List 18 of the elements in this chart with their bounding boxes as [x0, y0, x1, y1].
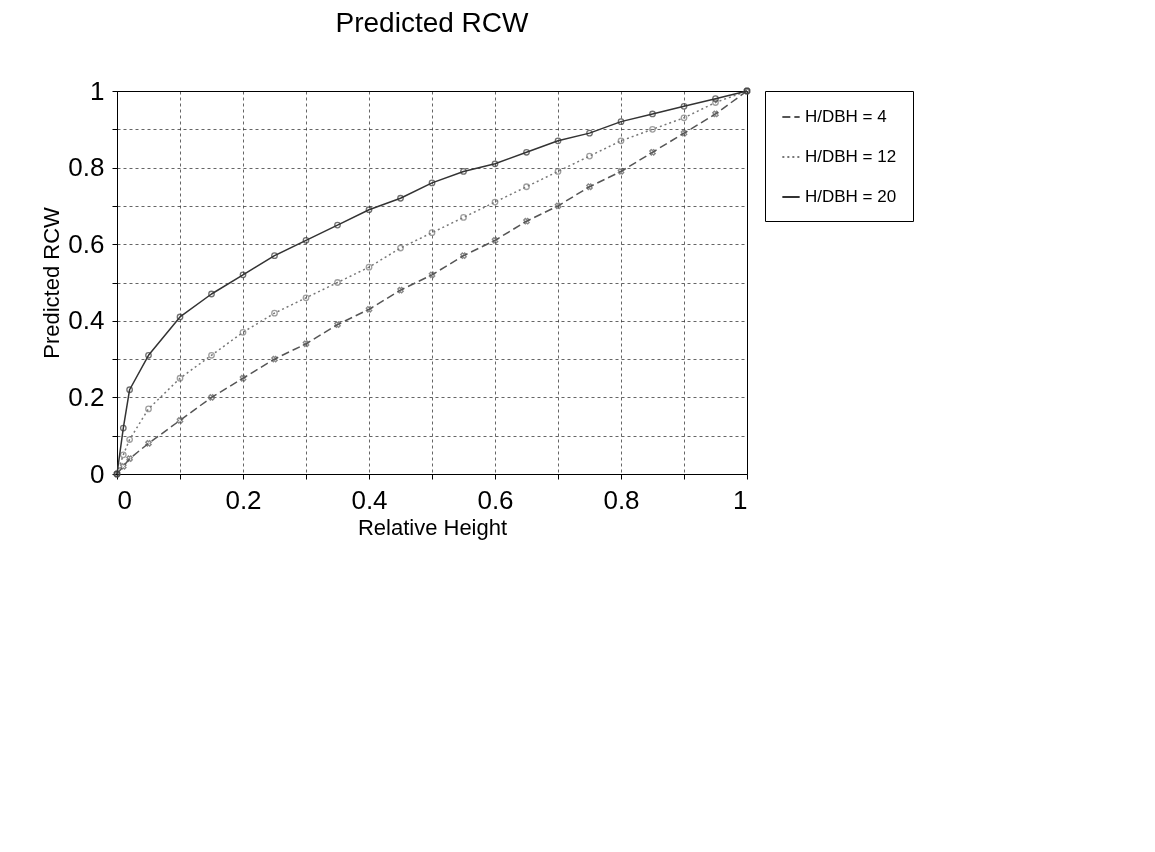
- y-tick-label: 0.6: [68, 228, 105, 259]
- legend-label: H/DBH = 4: [805, 107, 887, 126]
- x-tick-label: 0.4: [351, 484, 388, 515]
- x-tick-label: 1: [733, 484, 748, 515]
- y-tick-label: 1: [90, 75, 105, 106]
- x-tick-label: 0.8: [603, 484, 640, 515]
- x-tick-label: 0: [117, 484, 132, 515]
- y-axis-title: Predicted RCW: [39, 206, 65, 359]
- x-axis-title: Relative Height: [357, 514, 508, 540]
- y-tick-label: 0.8: [68, 152, 105, 183]
- y-tick-label: 0: [90, 458, 105, 489]
- y-tick-label: 0.4: [68, 305, 105, 336]
- legend-label: H/DBH = 20: [805, 187, 897, 206]
- legend-label: H/DBH = 12: [805, 147, 897, 166]
- chart-title: Predicted RCW: [335, 7, 530, 38]
- y-tick-label: 0.2: [68, 381, 105, 412]
- x-tick-label: 0.6: [477, 484, 514, 515]
- x-tick-label: 0.2: [225, 484, 262, 515]
